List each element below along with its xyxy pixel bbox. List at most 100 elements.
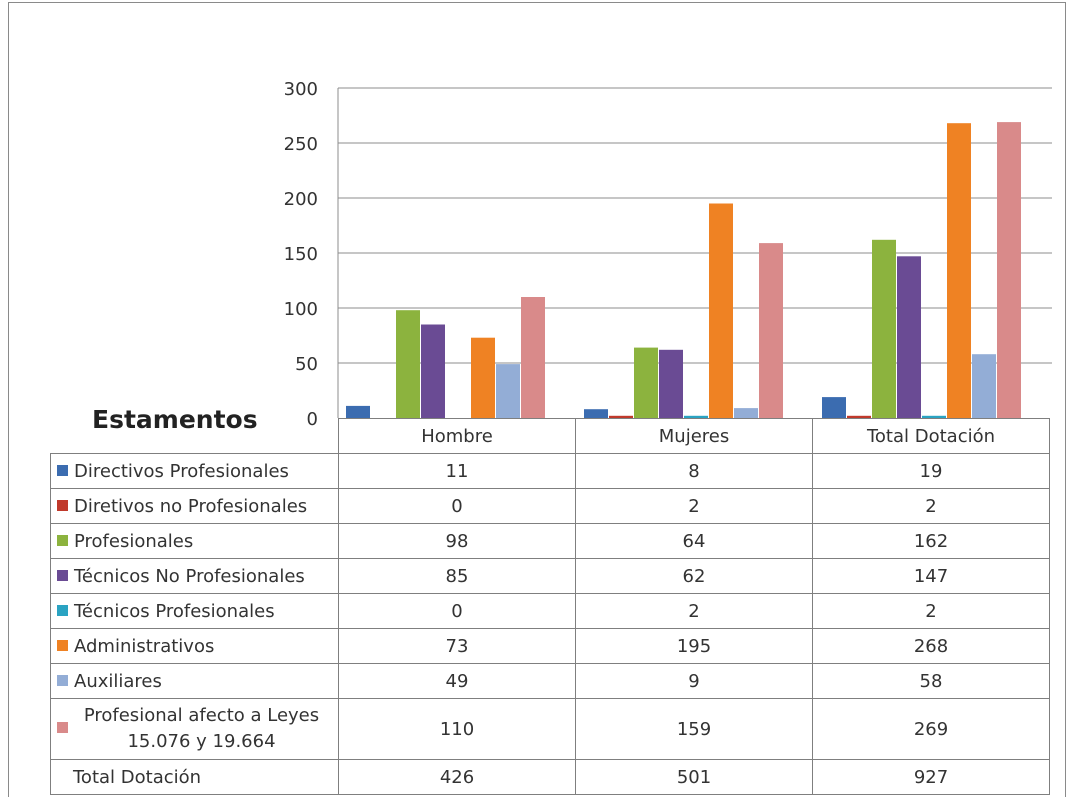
table-row: Técnicos Profesionales 0 2 2 <box>50 593 1050 629</box>
total-value: 501 <box>575 759 813 795</box>
table-row: Profesional afecto a Leyes 15.076 y 19.6… <box>50 698 1050 760</box>
bar <box>584 409 608 418</box>
y-tick-label: 200 <box>284 189 318 210</box>
data-table: Hombre Mujeres Total Dotación Directivos Pr… <box>50 418 1050 795</box>
total-label: Total Dotación <box>50 759 339 795</box>
legend-swatch <box>57 639 68 651</box>
table-corner <box>51 419 339 454</box>
data-label: 159 <box>575 698 813 760</box>
data-label: 9 <box>575 663 813 699</box>
total-value: 927 <box>812 759 1050 795</box>
bar <box>972 354 996 418</box>
bar <box>897 256 921 418</box>
data-label: 98 <box>338 523 576 559</box>
bar <box>997 122 1021 418</box>
y-tick-label: 250 <box>284 134 318 155</box>
table-row: Auxiliares 49 9 58 <box>50 663 1050 699</box>
table-row: Diretivos no Profesionales 0 2 2 <box>50 488 1050 524</box>
legend-swatch <box>57 534 68 546</box>
data-label: 64 <box>575 523 813 559</box>
bar <box>822 397 846 418</box>
series-name: Técnicos No Profesionales <box>74 565 305 587</box>
bar <box>759 243 783 418</box>
bars <box>346 122 1021 418</box>
table-row: Técnicos No Profesionales 85 62 147 <box>50 558 1050 594</box>
data-label: 147 <box>812 558 1050 594</box>
legend-swatch <box>57 499 68 511</box>
legend-swatch <box>57 604 68 616</box>
bar <box>634 347 658 418</box>
series-label: Técnicos No Profesionales <box>50 558 339 594</box>
data-label: 2 <box>575 488 813 524</box>
category-label: Total Dotación <box>812 418 1050 454</box>
bar <box>684 415 708 418</box>
y-tick-label: 100 <box>284 299 318 320</box>
data-label: 2 <box>812 488 1050 524</box>
bar <box>496 364 520 418</box>
series-label: Administrativos <box>50 628 339 664</box>
series-name: Administrativos <box>74 635 215 657</box>
data-label: 49 <box>338 663 576 699</box>
chart-frame <box>8 2 1066 797</box>
series-name: Profesionales <box>74 530 194 552</box>
bar <box>847 415 871 418</box>
y-axis-ticks: 0 50 100 150 200 250 300 <box>284 79 318 430</box>
bar <box>396 310 420 418</box>
category-label: Hombre <box>338 418 576 454</box>
series-name: Diretivos no Profesionales <box>74 495 308 517</box>
y-tick-label: 150 <box>284 244 318 265</box>
total-value: 426 <box>338 759 576 795</box>
series-label: Profesionales <box>50 523 339 559</box>
series-label: Auxiliares <box>50 663 339 699</box>
series-label: Profesional afecto a Leyes 15.076 y 19.6… <box>50 698 339 760</box>
series-name: Técnicos Profesionales <box>74 600 275 622</box>
bar <box>659 349 683 418</box>
series-label: Técnicos Profesionales <box>50 593 339 629</box>
series-label: Diretivos no Profesionales <box>50 488 339 524</box>
data-label: 0 <box>338 593 576 629</box>
legend-swatch <box>57 722 68 733</box>
y-tick-label: 0 <box>307 409 318 430</box>
data-label: 11 <box>338 453 576 489</box>
bar <box>734 408 758 418</box>
category-label: Mujeres <box>575 418 813 454</box>
data-label: 58 <box>812 663 1050 699</box>
data-label: 0 <box>338 488 576 524</box>
series-label: Directivos Profesionales <box>50 453 339 489</box>
gridlines <box>337 87 1052 418</box>
data-label: 162 <box>812 523 1050 559</box>
data-label: 8 <box>575 453 813 489</box>
data-label: 268 <box>812 628 1050 664</box>
bar <box>922 415 946 418</box>
bar <box>709 203 733 418</box>
bar <box>947 123 971 418</box>
data-label: 195 <box>575 628 813 664</box>
bar <box>872 239 896 418</box>
table-row: Profesionales 98 64 162 <box>50 523 1050 559</box>
bar <box>471 337 495 418</box>
data-label: 73 <box>338 628 576 664</box>
series-name: Directivos Profesionales <box>74 460 289 482</box>
bar <box>609 415 633 418</box>
series-name: Auxiliares <box>74 670 162 692</box>
data-label: 269 <box>812 698 1050 760</box>
bar <box>521 297 545 418</box>
legend-swatch <box>57 674 68 686</box>
data-label: 62 <box>575 558 813 594</box>
data-label: 2 <box>812 593 1050 629</box>
legend-swatch <box>57 569 68 581</box>
series-name: Profesional afecto a Leyes 15.076 y 19.6… <box>83 705 320 752</box>
data-label: 19 <box>812 453 1050 489</box>
table-row: Administrativos 73 195 268 <box>50 628 1050 664</box>
data-label: 110 <box>338 698 576 760</box>
table-row: Directivos Profesionales 11 8 19 <box>50 453 1050 489</box>
chart-title: Estamentos <box>92 405 258 434</box>
y-tick-label: 300 <box>284 79 318 100</box>
y-tick-label: 50 <box>295 354 318 375</box>
bar <box>421 324 445 418</box>
data-label: 85 <box>338 558 576 594</box>
legend-swatch <box>57 464 68 476</box>
data-label: 2 <box>575 593 813 629</box>
table-header-row: Hombre Mujeres Total Dotación <box>51 418 1050 454</box>
